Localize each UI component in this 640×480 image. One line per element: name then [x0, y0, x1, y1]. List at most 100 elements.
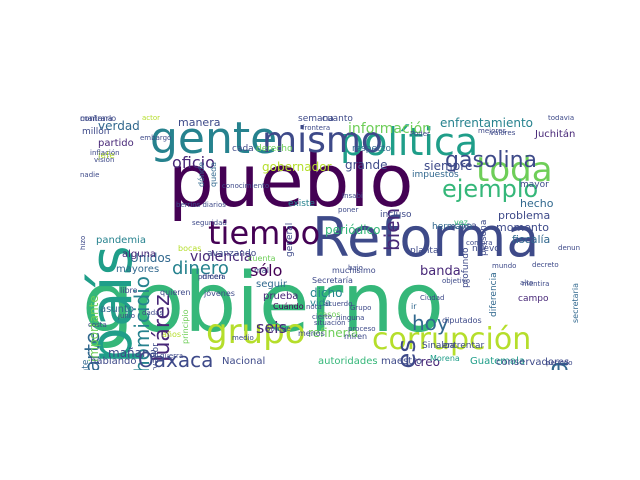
- cloud-word: dicho: [310, 286, 343, 300]
- cloud-word: Ciudad: [420, 294, 445, 302]
- cloud-word: mal: [254, 266, 269, 275]
- cloud-word: periodo: [546, 359, 573, 367]
- cloud-word: mejores: [478, 127, 507, 135]
- cloud-word: asunto: [100, 304, 135, 315]
- cloud-word: casos: [318, 310, 341, 319]
- cloud-word: dadas: [142, 309, 164, 317]
- cloud-word: queda: [209, 161, 218, 187]
- cloud-word: seis: [256, 318, 287, 337]
- cloud-word: seguridad: [192, 219, 227, 227]
- cloud-word: valores: [490, 129, 516, 137]
- cloud-word: guerra: [160, 352, 184, 360]
- cloud-word: hermano: [432, 222, 473, 232]
- cloud-word: campo: [518, 294, 549, 304]
- cloud-word: embargo: [140, 134, 172, 142]
- cloud-word: medio: [232, 334, 254, 342]
- cloud-word: toda: [476, 150, 553, 190]
- cloud-word: dirigente: [81, 359, 91, 370]
- cloud-word: Morena: [430, 354, 460, 363]
- cloud-word: mañana: [108, 346, 157, 360]
- cloud-word: existe: [288, 199, 315, 209]
- cloud-word: violencia: [190, 249, 253, 265]
- cloud-word: poner: [338, 206, 359, 214]
- cloud-word: pandemia: [96, 235, 146, 246]
- cloud-word: junio: [118, 312, 136, 320]
- cloud-word: periódico: [325, 223, 381, 237]
- cloud-word: actor: [142, 115, 161, 122]
- cloud-word: dicen: [202, 272, 224, 281]
- cloud-word: primera: [198, 273, 226, 281]
- cloud-word: miren: [344, 332, 368, 341]
- cloud-word: gasolina: [445, 148, 538, 173]
- cloud-word: denuncia: [558, 244, 580, 252]
- cloud-word: bajo: [348, 264, 363, 272]
- cloud-word: hoy: [412, 311, 449, 335]
- cloud-word: acuerdo: [324, 300, 353, 308]
- cloud-word: creo: [414, 355, 440, 369]
- cloud-word: Insabi: [342, 192, 363, 200]
- cloud-word: mundo: [492, 262, 517, 270]
- cloud-word: situación: [314, 319, 346, 327]
- cloud-word: gobierno: [82, 256, 444, 351]
- cloud-word: vez: [454, 218, 468, 227]
- cloud-word: decreto: [532, 261, 559, 269]
- cloud-word: menos: [298, 329, 325, 338]
- cloud-word: derecho: [256, 144, 293, 154]
- cloud-word: banda: [420, 264, 461, 279]
- cloud-word: ejemplo: [442, 175, 539, 203]
- cloud-word: persona: [479, 219, 489, 256]
- cloud-word: costa: [88, 321, 107, 329]
- cloud-word: Grupo: [350, 304, 372, 312]
- cloud-word: planta: [410, 246, 439, 256]
- cloud-word: hablando: [90, 356, 137, 367]
- cloud-word: jefe: [98, 151, 115, 161]
- cloud-word: enfrentamiento: [440, 116, 533, 130]
- cloud-word: ninguna: [336, 314, 365, 322]
- cloud-word: pueblo: [168, 139, 414, 223]
- cloud-word: refinería: [308, 326, 359, 340]
- cloud-word: hecho: [520, 197, 554, 210]
- cloud-word: todavía: [548, 115, 575, 122]
- cloud-word: libro: [120, 286, 138, 295]
- cloud-word: maestro: [381, 356, 423, 367]
- cloud-word: problema: [498, 209, 551, 222]
- cloud-word: gente: [150, 115, 278, 164]
- cloud-word: vida: [310, 298, 332, 309]
- cloud-word: Cuándo: [273, 302, 304, 311]
- cloud-word: diputados: [442, 316, 482, 325]
- cloud-word: corrupción: [372, 322, 532, 357]
- cloud-word: seguir: [256, 279, 287, 290]
- word-cloud: gobierno pueblo Reforma país gente política mi…: [80, 115, 580, 370]
- cloud-word: información: [348, 121, 432, 137]
- cloud-word: impuestos: [412, 170, 459, 180]
- cloud-word: compra: [466, 239, 493, 247]
- cloud-word: quieren: [160, 288, 191, 297]
- cloud-word: alto: [520, 279, 534, 287]
- cloud-word: verdad: [98, 119, 140, 133]
- cloud-word: mentira: [522, 280, 550, 288]
- cloud-word: grupo: [206, 312, 306, 352]
- cloud-word: nota: [306, 303, 322, 311]
- cloud-word: general: [285, 222, 295, 257]
- cloud-word: objetivo: [442, 277, 471, 285]
- cloud-word: cuánto: [322, 115, 353, 124]
- cloud-word: secretaria: [571, 283, 580, 323]
- cloud-word: visión: [94, 156, 115, 164]
- cloud-word: gobernador: [262, 160, 332, 174]
- cloud-word: frontera: [302, 124, 331, 132]
- cloud-word: política: [340, 120, 479, 164]
- cloud-word: Unidos: [130, 251, 171, 265]
- cloud-word: berrios diarios: [176, 201, 226, 209]
- cloud-word: fiscalía: [512, 233, 551, 246]
- cloud-word: millón: [82, 127, 110, 137]
- cloud-word: Nacional: [222, 356, 266, 367]
- cloud-word: semana: [298, 115, 334, 124]
- cloud-word: entrentar: [442, 341, 485, 351]
- cloud-word: conocimiento: [222, 182, 270, 190]
- cloud-word: nuevo: [472, 244, 500, 254]
- cloud-word: manera: [178, 116, 221, 129]
- cloud-word: principio: [181, 309, 190, 345]
- cloud-word: mañana: [80, 115, 113, 123]
- cloud-word: Reforma: [312, 206, 540, 269]
